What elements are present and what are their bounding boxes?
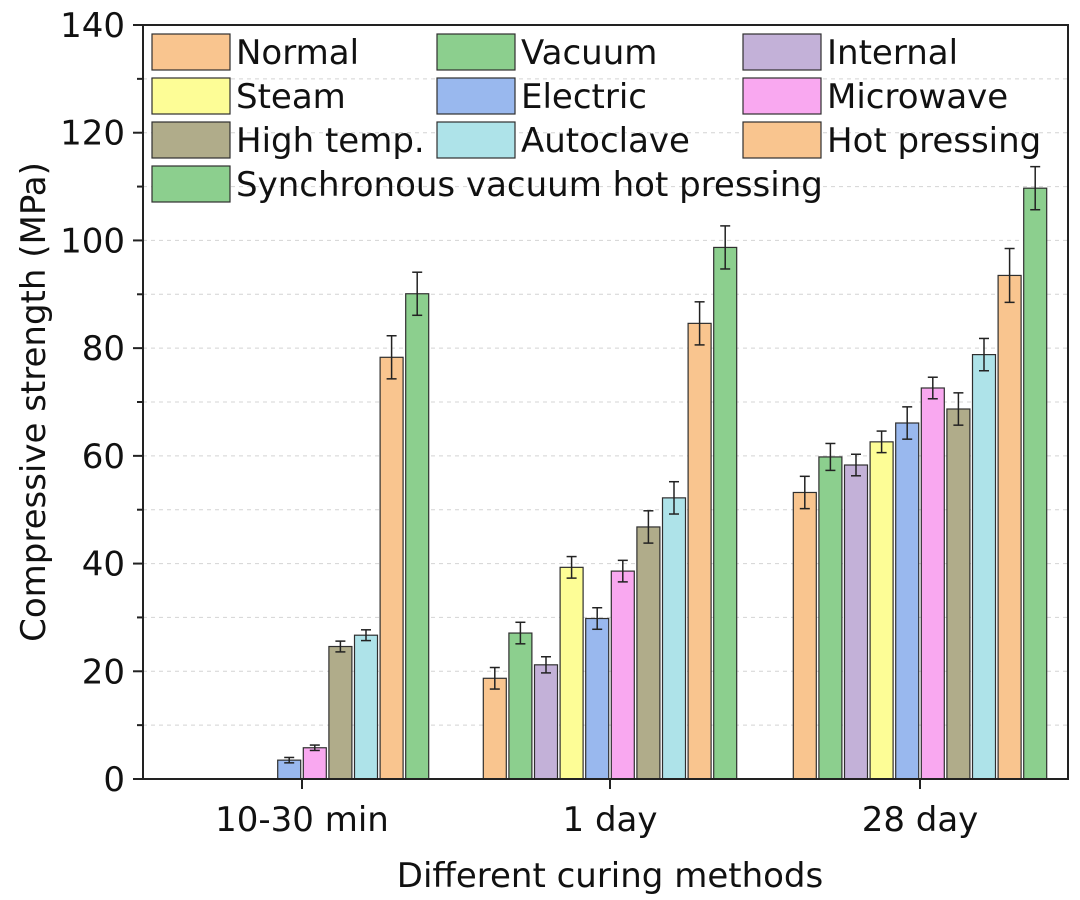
- bars: [277, 165, 1048, 780]
- bar: [971, 354, 997, 780]
- bar: [687, 322, 712, 780]
- bar: [379, 356, 404, 780]
- legend-swatch: [151, 165, 231, 203]
- legend-swatch: [436, 77, 516, 115]
- y-axis-title: Compressive strength (MPa): [14, 162, 54, 642]
- y-tick-label: 0: [103, 760, 125, 800]
- legend-swatch: [436, 33, 516, 71]
- y-tick-label: 40: [82, 545, 125, 585]
- bar: [533, 664, 559, 780]
- bar: [405, 293, 430, 780]
- legend-label: Autoclave: [521, 121, 690, 161]
- x-tick-label: 28 day: [862, 800, 979, 840]
- bar: [818, 456, 843, 780]
- legend-swatch: [742, 121, 822, 159]
- bar: [328, 645, 353, 780]
- bar: [482, 677, 507, 780]
- legend-label: Synchronous vacuum hot pressing: [236, 165, 823, 205]
- legend-label: Vacuum: [521, 33, 657, 73]
- bar: [302, 747, 327, 780]
- legend-label: Normal: [236, 33, 359, 73]
- legend-swatch: [151, 33, 231, 71]
- legend-swatch: [151, 121, 231, 159]
- legend-label: High temp.: [236, 121, 425, 161]
- y-tick-label: 140: [60, 6, 125, 46]
- x-axis-title: Different curing methods: [397, 856, 823, 896]
- legend-label: Steam: [236, 77, 346, 117]
- bar: [843, 464, 869, 780]
- legend-swatch: [151, 77, 231, 115]
- y-tick-label: 120: [60, 114, 125, 154]
- legend-swatch: [742, 33, 822, 71]
- bar: [895, 422, 920, 780]
- y-tick-label: 80: [82, 329, 125, 369]
- legend-label: Hot pressing: [827, 121, 1041, 161]
- bar: [610, 570, 635, 780]
- bar: [508, 632, 533, 780]
- y-tick-label: 20: [82, 652, 125, 692]
- bar: [636, 526, 661, 780]
- legend-swatch: [742, 77, 822, 115]
- bar: [353, 634, 379, 780]
- bar: [997, 274, 1022, 780]
- legend-swatch: [436, 121, 516, 159]
- bar: [713, 246, 738, 780]
- x-tick-label: 1 day: [563, 800, 658, 840]
- legend: Normal Vacuum Internal Steam Electric Microwa…: [151, 33, 1041, 205]
- x-tick-label: 10-30 min: [215, 800, 389, 840]
- bar: [869, 441, 894, 780]
- bar: [946, 408, 971, 780]
- bar: [661, 497, 687, 780]
- bar: [559, 566, 584, 780]
- y-tick-label: 100: [60, 221, 125, 261]
- bar: [920, 387, 945, 780]
- legend-label: Electric: [521, 77, 647, 117]
- legend-label: Internal: [827, 33, 958, 73]
- axes: 0 20 40 60 80 100 120 140 10-30 min 1 day 28 day: [60, 6, 1069, 840]
- bar: [1023, 187, 1048, 780]
- legend-label: Microwave: [827, 77, 1008, 117]
- bar: [792, 491, 817, 780]
- y-tick-label: 60: [82, 437, 125, 477]
- bar: [585, 617, 610, 780]
